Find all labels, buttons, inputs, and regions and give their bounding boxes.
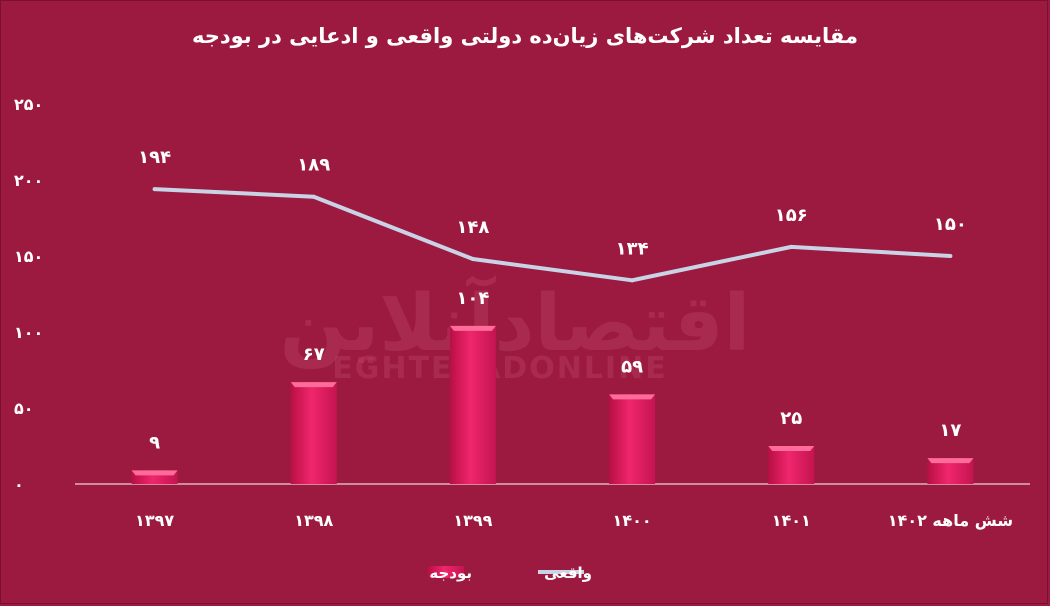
bar-budget-bevel bbox=[290, 382, 337, 388]
line-point bbox=[470, 257, 475, 262]
bar-data-label: ۱۷ bbox=[939, 420, 961, 441]
x-tick-label: شش ماهه ۱۴۰۲ bbox=[888, 511, 1013, 530]
bar-budget-bevel bbox=[927, 458, 974, 464]
line-actual bbox=[154, 187, 951, 283]
x-tick-label: ۱۳۹۷ bbox=[135, 511, 174, 530]
line-data-label: ۱۵۰ bbox=[934, 214, 967, 235]
line-data-label: ۱۸۹ bbox=[297, 155, 330, 176]
line-point bbox=[311, 194, 316, 199]
line-data-label: ۱۳۴ bbox=[616, 238, 649, 259]
legend-swatch-budget bbox=[428, 566, 464, 578]
y-tick-label: ۲۵۰ bbox=[14, 95, 43, 114]
line-data-label: ۱۵۶ bbox=[775, 205, 808, 226]
y-tick-label: ۰ bbox=[14, 475, 24, 494]
line-point bbox=[630, 278, 635, 283]
legend-label-actual: واقعی bbox=[544, 564, 592, 582]
x-tick-label: ۱۴۰۰ bbox=[613, 511, 652, 530]
bar-budget bbox=[609, 394, 656, 484]
bar-data-label: ۱۰۴ bbox=[456, 288, 489, 309]
line-data-label: ۱۹۴ bbox=[138, 147, 171, 168]
bar-budget bbox=[290, 382, 337, 484]
line-data-label: ۱۴۸ bbox=[456, 217, 489, 238]
line-point bbox=[789, 244, 794, 249]
bar-data-label: ۶۷ bbox=[303, 344, 325, 365]
y-tick-label: ۵۰ bbox=[14, 399, 34, 418]
y-tick-label: ۱۰۰ bbox=[14, 323, 43, 342]
x-tick-label: ۱۳۹۹ bbox=[453, 511, 492, 530]
line-point bbox=[152, 187, 157, 192]
bar-budget bbox=[449, 325, 496, 484]
line-point bbox=[948, 254, 953, 258]
chart-title: مقایسه تعداد شرکت‌های زیان‌ده دولتی واقع… bbox=[191, 24, 859, 48]
y-tick-label: ۱۵۰ bbox=[14, 247, 43, 266]
bar-budget-bevel bbox=[768, 446, 815, 451]
bar-data-label: ۵۹ bbox=[621, 356, 643, 377]
bar-budget-bevel bbox=[131, 470, 178, 476]
bar-budget-bevel bbox=[449, 325, 496, 331]
x-tick-label: ۱۳۹۸ bbox=[294, 511, 333, 530]
bar-budget-bevel bbox=[609, 394, 656, 400]
bar-data-label: ۲۵ bbox=[780, 408, 802, 429]
watermark-logo-text: اقتصادآنلاین bbox=[280, 275, 751, 369]
y-tick-label: ۲۰۰ bbox=[14, 171, 43, 190]
legend-label-budget: بودجه bbox=[429, 564, 472, 582]
bar-budget bbox=[768, 446, 815, 484]
watermark-latin-text: EGHTESADONLINE bbox=[332, 351, 667, 386]
x-tick-label: ۱۴۰۱ bbox=[772, 511, 811, 530]
bar-data-label: ۹ bbox=[149, 432, 160, 453]
